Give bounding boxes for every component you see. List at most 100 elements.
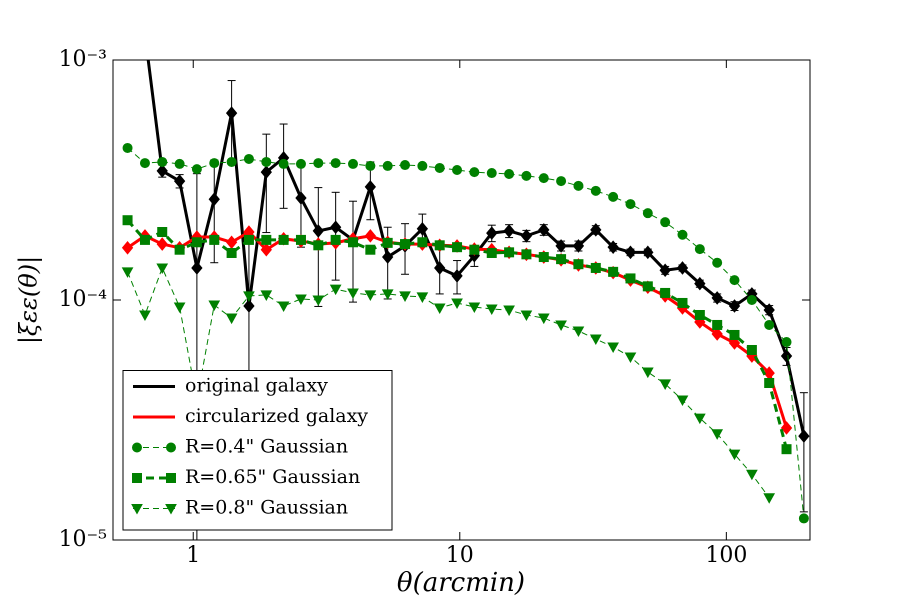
marker: [780, 349, 793, 363]
marker: [608, 266, 619, 277]
y-axis-label: |ξεε(θ)|: [15, 256, 44, 344]
marker: [209, 158, 220, 169]
x-tick-label: 1: [186, 543, 200, 568]
marker: [607, 240, 619, 254]
marker: [330, 234, 341, 245]
marker: [434, 261, 446, 275]
marker: [781, 444, 792, 455]
marker: [452, 242, 463, 253]
marker: [313, 158, 324, 169]
marker: [132, 473, 142, 483]
marker: [261, 156, 272, 167]
marker: [209, 234, 220, 245]
marker: [677, 229, 688, 240]
marker: [676, 395, 689, 407]
marker: [555, 320, 567, 331]
marker: [729, 329, 740, 340]
marker: [504, 168, 515, 179]
marker: [225, 313, 238, 325]
marker: [763, 303, 775, 317]
marker: [381, 289, 394, 300]
marker: [694, 276, 706, 291]
marker: [173, 302, 186, 314]
marker: [131, 504, 143, 515]
marker: [451, 269, 463, 283]
marker: [243, 234, 254, 245]
marker: [260, 242, 272, 257]
legend-label: R=0.4" Gaussian: [185, 436, 348, 458]
marker: [329, 284, 342, 296]
marker: [433, 303, 446, 315]
marker: [521, 249, 532, 260]
marker: [157, 227, 168, 238]
marker: [485, 304, 498, 316]
marker: [746, 469, 758, 481]
legend-label: original galaxy: [185, 375, 328, 397]
marker: [416, 292, 429, 303]
marker: [156, 164, 168, 178]
marker: [728, 449, 741, 461]
marker: [746, 295, 757, 305]
marker: [416, 222, 429, 236]
marker: [139, 158, 150, 169]
marker: [226, 156, 237, 167]
marker: [537, 313, 550, 325]
marker: [711, 327, 723, 341]
marker: [452, 165, 463, 176]
marker: [624, 352, 637, 363]
marker: [764, 319, 775, 330]
marker: [174, 158, 185, 169]
marker: [243, 291, 255, 302]
legend-label: circularized galaxy: [185, 405, 368, 427]
marker: [157, 156, 168, 167]
marker: [589, 334, 602, 346]
marker: [538, 252, 549, 263]
marker: [364, 180, 377, 194]
legend-label: R=0.8" Gaussian: [185, 497, 348, 519]
marker: [486, 226, 498, 240]
marker: [572, 326, 585, 337]
marker: [798, 429, 810, 443]
marker: [781, 337, 792, 348]
marker: [225, 106, 238, 120]
marker: [295, 294, 307, 305]
marker: [763, 493, 776, 504]
marker: [295, 234, 306, 245]
marker: [347, 237, 358, 248]
marker: [642, 281, 653, 292]
marker: [573, 259, 584, 270]
marker: [156, 237, 168, 251]
marker: [166, 473, 176, 483]
marker: [780, 421, 793, 435]
marker: [382, 237, 393, 248]
marker: [417, 237, 428, 248]
marker: [382, 250, 394, 264]
series-line: [126, 219, 788, 450]
legend-label: R=0.65" Gaussian: [185, 466, 360, 488]
marker: [330, 158, 341, 169]
marker: [277, 301, 290, 313]
marker: [295, 191, 307, 205]
marker: [122, 142, 133, 153]
marker: [312, 295, 325, 307]
marker: [486, 247, 497, 258]
marker: [191, 237, 202, 248]
marker: [260, 290, 273, 301]
marker: [364, 229, 377, 243]
marker: [243, 299, 255, 313]
marker: [347, 288, 359, 299]
marker: [434, 162, 445, 173]
marker: [590, 185, 601, 196]
marker: [728, 299, 741, 313]
x-tick-label: 100: [705, 543, 747, 568]
x-tick-label: 10: [446, 543, 474, 568]
y-tick-label: 10⁻⁴: [59, 287, 108, 312]
marker: [556, 254, 567, 265]
marker: [469, 244, 480, 255]
marker: [121, 241, 134, 255]
marker: [538, 223, 550, 237]
marker: [798, 513, 809, 524]
marker: [434, 240, 445, 251]
marker: [572, 239, 585, 253]
marker: [243, 153, 254, 164]
